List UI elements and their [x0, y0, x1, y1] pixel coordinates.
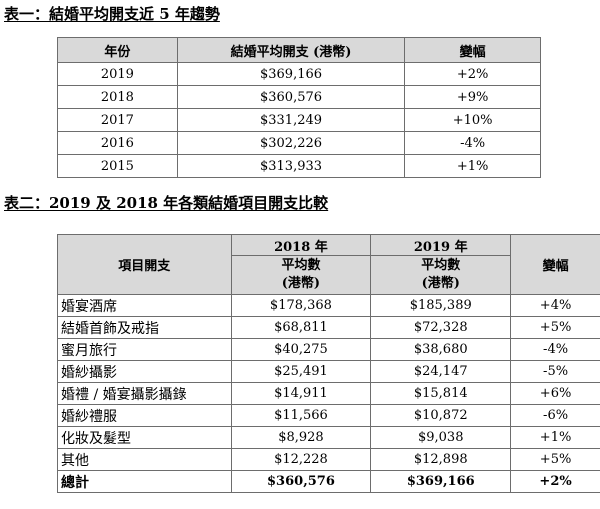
header-change: 變幅	[404, 37, 541, 63]
cell-change: -4%	[510, 338, 600, 361]
cell-change: +6%	[510, 382, 600, 405]
table-header-row: 項目開支 2018 年 2019 年 變幅	[57, 234, 600, 295]
table-row: 婚禮 / 婚宴攝影攝錄 $14,911 $15,814 +6%	[57, 382, 600, 405]
cell-item: 蜜月旅行	[57, 338, 232, 361]
cell-avg-cost: $331,249	[176, 108, 406, 132]
unit-label: (港幣)	[421, 276, 460, 291]
header-avg-2018: 平均數 (港幣)	[230, 255, 372, 295]
cell-change: +9%	[404, 85, 541, 109]
table-row: 2016 $302,226 -4%	[57, 131, 541, 155]
table-row: 2015 $313,933 +1%	[57, 154, 541, 178]
cell-2019: $12,898	[370, 448, 512, 471]
header-year-2018: 2018 年	[230, 234, 372, 256]
cell-change: +10%	[404, 108, 541, 132]
cell-total-2018: $360,576	[230, 470, 372, 493]
cell-year: 2016	[57, 131, 178, 155]
cell-item: 婚禮 / 婚宴攝影攝錄	[57, 382, 232, 405]
table1-title: 表一：結婚平均開支近 5 年趨勢	[4, 5, 220, 23]
cell-2019: $9,038	[370, 426, 512, 449]
annual-trend-table: 年份 結婚平均開支 (港幣) 變幅 2019 $369,166 +2% 2018…	[57, 37, 541, 178]
table-row: 婚紗禮服 $11,566 $10,872 -6%	[57, 404, 600, 427]
avg-label: 平均數	[421, 258, 461, 273]
cell-change: +1%	[510, 426, 600, 449]
cell-item: 婚宴酒席	[57, 294, 232, 317]
table2-title: 表二：2019 及 2018 年各類結婚項目開支比較	[4, 194, 329, 212]
cell-2019: $38,680	[370, 338, 512, 361]
cell-2018: $14,911	[230, 382, 372, 405]
header-year-2019: 2019 年	[370, 234, 512, 256]
table-row: 其他 $12,228 $12,898 +5%	[57, 448, 600, 471]
header-avg-2019: 平均數 (港幣)	[370, 255, 512, 295]
header-item: 項目開支	[57, 234, 232, 295]
cell-avg-cost: $313,933	[176, 154, 406, 178]
avg-label: 平均數	[281, 258, 321, 273]
table-row: 化妝及髮型 $8,928 $9,038 +1%	[57, 426, 600, 449]
cell-avg-cost: $302,226	[176, 131, 406, 155]
table-row: 2018 $360,576 +9%	[57, 85, 541, 109]
cell-2019: $10,872	[370, 404, 512, 427]
cell-avg-cost: $369,166	[176, 62, 406, 86]
table-row: 2019 $369,166 +2%	[57, 62, 541, 86]
cell-change: -5%	[510, 360, 600, 383]
table-row: 蜜月旅行 $40,275 $38,680 -4%	[57, 338, 600, 361]
cell-2018: $8,928	[230, 426, 372, 449]
cell-change: -4%	[404, 131, 541, 155]
table-row: 婚宴酒席 $178,368 $185,389 +4%	[57, 294, 600, 317]
table-row: 婚紗攝影 $25,491 $24,147 -5%	[57, 360, 600, 383]
header-year: 年份	[57, 37, 178, 63]
unit-label: (港幣)	[281, 276, 321, 291]
cell-change: +2%	[404, 62, 541, 86]
cell-2019: $72,328	[370, 316, 512, 339]
cell-total-2019: $369,166	[370, 470, 512, 493]
cell-year: 2015	[57, 154, 178, 178]
cell-2018: $12,228	[230, 448, 372, 471]
cell-total-change: +2%	[510, 470, 600, 493]
cell-2019: $24,147	[370, 360, 512, 383]
cell-item: 結婚首飾及戒指	[57, 316, 232, 339]
cell-change: +5%	[510, 448, 600, 471]
header-avg-cost: 結婚平均開支 (港幣)	[176, 37, 406, 63]
table-header-row: 年份 結婚平均開支 (港幣) 變幅	[57, 37, 541, 63]
total-row: 總計 $360,576 $369,166 +2%	[57, 470, 600, 493]
cell-2018: $25,491	[230, 360, 372, 383]
header-change: 變幅	[510, 234, 600, 295]
cell-2019: $15,814	[370, 382, 512, 405]
cell-change: +4%	[510, 294, 600, 317]
cell-change: +5%	[510, 316, 600, 339]
cell-total-label: 總計	[57, 470, 232, 493]
cell-item: 婚紗禮服	[57, 404, 232, 427]
cell-item: 婚紗攝影	[57, 360, 232, 383]
cell-year: 2018	[57, 85, 178, 109]
cell-item: 其他	[57, 448, 232, 471]
cell-year: 2019	[57, 62, 178, 86]
cell-change: -6%	[510, 404, 600, 427]
cell-2018: $40,275	[230, 338, 372, 361]
cell-change: +1%	[404, 154, 541, 178]
table-row: 結婚首飾及戒指 $68,811 $72,328 +5%	[57, 316, 600, 339]
cell-2019: $185,389	[370, 294, 512, 317]
table-row: 2017 $331,249 +10%	[57, 108, 541, 132]
cell-2018: $178,368	[230, 294, 372, 317]
cell-2018: $11,566	[230, 404, 372, 427]
category-comparison-table: 項目開支 2018 年 2019 年 變幅 平均數 (港幣) 平均數 (港幣) …	[57, 234, 600, 493]
cell-item: 化妝及髮型	[57, 426, 232, 449]
cell-avg-cost: $360,576	[176, 85, 406, 109]
cell-2018: $68,811	[230, 316, 372, 339]
cell-year: 2017	[57, 108, 178, 132]
